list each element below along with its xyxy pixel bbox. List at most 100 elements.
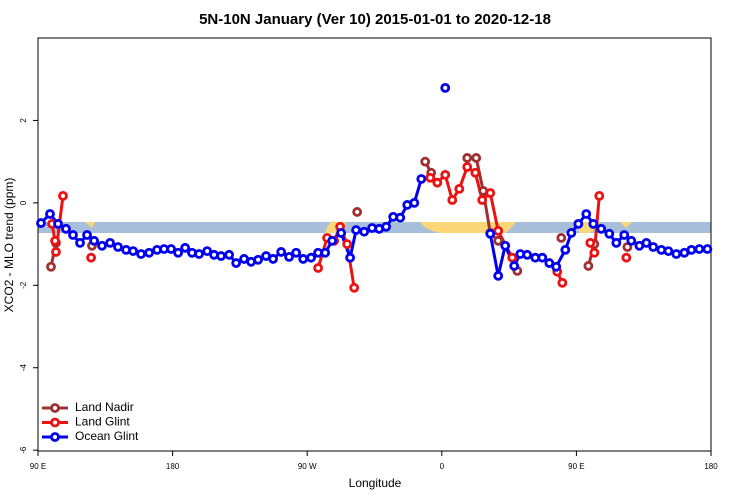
point [45, 209, 55, 219]
point [395, 212, 406, 223]
point [485, 188, 496, 198]
point [557, 277, 568, 288]
point [51, 247, 61, 257]
point [105, 237, 115, 248]
point [462, 153, 473, 163]
point [46, 261, 56, 272]
point [136, 249, 146, 259]
legend-marker [50, 432, 60, 442]
point [58, 190, 68, 201]
x-tick-label: 90 E [568, 462, 584, 471]
point [462, 162, 473, 172]
point [648, 242, 659, 252]
point [86, 252, 96, 263]
point [500, 240, 511, 251]
point [306, 252, 316, 263]
point [551, 261, 562, 272]
y-tick-label: 0 [19, 200, 28, 205]
point [61, 223, 71, 234]
point [298, 254, 309, 264]
point [320, 247, 331, 258]
x-axis-label: Longitude [349, 476, 402, 490]
point [420, 156, 431, 167]
point [253, 254, 264, 265]
point [194, 249, 204, 259]
point [68, 230, 78, 240]
point [144, 247, 155, 258]
point [589, 247, 600, 258]
point [641, 237, 652, 248]
point [560, 244, 571, 255]
y-tick-label: -6 [19, 446, 28, 454]
y-tick-label: -4 [19, 364, 28, 372]
point [202, 246, 213, 256]
point [611, 237, 622, 248]
point [97, 240, 107, 251]
point [585, 237, 596, 248]
point [581, 209, 592, 219]
point [231, 258, 242, 268]
point [224, 249, 235, 260]
legend-label: Land Nadir [75, 400, 134, 414]
point [626, 235, 637, 246]
point [485, 228, 496, 239]
y-axis-label: XCO2 - MLO trend (ppm) [2, 178, 16, 313]
legend-label: Ocean Glint [75, 429, 139, 443]
point [416, 174, 427, 184]
point [216, 251, 226, 261]
point [573, 218, 584, 229]
point [621, 252, 632, 263]
point [336, 228, 347, 238]
point [359, 226, 370, 237]
point [276, 247, 287, 257]
y-tick-label: 2 [19, 118, 28, 123]
point [345, 252, 356, 263]
x-tick-label: 90 E [30, 462, 46, 471]
point [128, 246, 139, 256]
x-tick-label: 0 [440, 462, 445, 471]
x-tick-label: 180 [704, 462, 718, 471]
legend-marker [50, 403, 60, 413]
point [113, 242, 123, 252]
point [173, 247, 184, 258]
point [694, 244, 705, 254]
point [702, 244, 713, 254]
point [507, 252, 518, 263]
point [493, 235, 504, 246]
point [493, 225, 504, 236]
point [454, 183, 465, 194]
point [313, 263, 324, 273]
point [50, 235, 60, 246]
point [381, 221, 392, 232]
y-tick-label: -2 [19, 281, 28, 289]
point [351, 225, 362, 235]
x-tick-label: 90 W [298, 462, 317, 471]
point [82, 230, 92, 240]
point [493, 270, 504, 281]
point [447, 195, 458, 205]
point [440, 82, 451, 93]
point [180, 242, 191, 253]
point [663, 246, 674, 256]
legend-label: Land Glint [75, 415, 130, 429]
point [166, 244, 177, 254]
point [440, 169, 451, 180]
point [89, 235, 99, 246]
point [522, 249, 533, 260]
point [671, 249, 682, 259]
point [53, 218, 63, 229]
point [594, 190, 605, 201]
point [425, 172, 436, 183]
point [509, 261, 520, 271]
point [327, 235, 338, 246]
point [432, 177, 443, 188]
point [588, 218, 599, 229]
point [75, 237, 85, 248]
point [342, 239, 353, 249]
point [409, 197, 420, 208]
point [268, 254, 279, 264]
chart-title: 5N-10N January (Ver 10) 2015-01-01 to 20… [199, 11, 551, 28]
point [352, 207, 363, 217]
point [619, 230, 630, 240]
point [556, 233, 567, 243]
